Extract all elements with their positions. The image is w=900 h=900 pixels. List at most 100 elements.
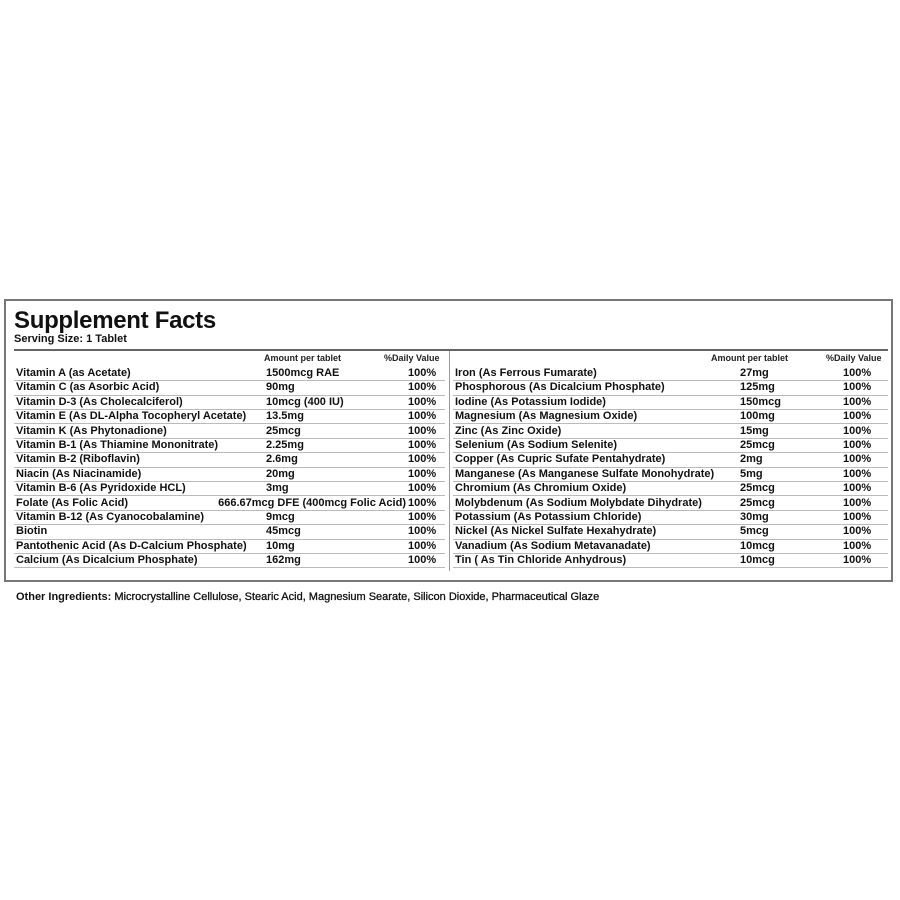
nutrient-name: Chromium (As Chromium Oxide) (455, 482, 627, 495)
nutrient-amount: 10mcg (400 IU) (266, 395, 344, 408)
daily-value: 100% (843, 525, 872, 538)
nutrient-name: Vitamin B-2 (Riboflavin) (16, 453, 140, 466)
daily-value: 100% (843, 511, 872, 523)
table-row: Nickel (As Nickel Sulfate Hexahydrate) 5m… (453, 524, 888, 540)
table-row: Pantothenic Acid (As D-Calcium Phosphate… (14, 539, 445, 555)
table-row: Biotin 45mcg 100% (14, 524, 445, 540)
table-row: Copper (As Cupric Sufate Pentahydrate) 2m… (453, 452, 888, 468)
other-ingredients-label: Other Ingredients: (16, 591, 112, 603)
nutrient-name: Magnesium (As Magnesium Oxide) (455, 410, 638, 423)
table-row: Vitamin D-3 (As Cholecalciferol) 10mcg (4… (14, 395, 445, 411)
table-row: Niacin (As Niacinamide) 20mg 100% (14, 467, 445, 483)
nutrient-name: Vitamin A (as Acetate) (16, 367, 131, 379)
daily-value: 100% (843, 482, 872, 495)
table-row: Selenium (As Sodium Selenite) 25mcg 100% (453, 438, 888, 454)
nutrient-amount: 3mg (266, 482, 289, 495)
nutrient-amount: 666.67mcg DFE (400mcg Folic Acid) (218, 496, 406, 509)
daily-value: 100% (843, 367, 872, 379)
nutrient-name: Pantothenic Acid (As D-Calcium Phosphate… (16, 539, 247, 552)
daily-value: 100% (408, 496, 437, 509)
daily-value: 100% (408, 424, 437, 437)
nutrient-name: Molybdenum (As Sodium Molybdate Dihydrat… (455, 496, 702, 509)
table-row: Iron (As Ferrous Fumarate) 27mg 100% (453, 366, 888, 382)
nutrient-amount: 25mcg (740, 496, 775, 509)
nutrient-name: Vitamin B-6 (As Pyridoxide HCL) (16, 482, 186, 495)
nutrient-amount: 1500mcg RAE (266, 367, 340, 379)
nutrient-name: Phosphorous (As Dicalcium Phosphate) (455, 381, 665, 394)
daily-value: 100% (843, 395, 872, 408)
daily-value: 100% (408, 410, 437, 423)
daily-value: 100% (843, 554, 872, 567)
daily-value: 100% (408, 439, 437, 451)
nutrient-amount: 90mg (266, 381, 295, 394)
table-row: Vanadium (As Sodium Metavanadate) 10mcg 10… (453, 539, 888, 555)
amount-header: Amount per tablet (711, 353, 789, 363)
table-row: Tin ( As Tin Chloride Anhydrous) 10mcg 100… (453, 553, 888, 569)
table-row: Vitamin A (as Acetate) 1500mcg RAE 100% (14, 366, 445, 382)
daily-value: 100% (843, 467, 872, 480)
table-row: Zinc (As Zinc Oxide) 15mg 100% (453, 424, 888, 439)
nutrient-amount: 10mcg (740, 539, 775, 552)
nutrient-amount: 100mg (740, 410, 775, 423)
daily-value: 100% (843, 410, 872, 423)
daily-value: 100% (408, 395, 437, 408)
daily-value: 100% (843, 453, 872, 466)
amount-header: Amount per tablet (264, 353, 342, 363)
nutrient-name: Copper (As Cupric Sufate Pentahydrate) (455, 453, 666, 466)
nutrient-name: Vitamin E (As DL-Alpha Tocopheryl Acetat… (16, 410, 247, 423)
nutrient-amount: 162mg (266, 554, 301, 567)
table-row: Folate (As Folic Acid) 666.67mcg DFE (400… (14, 496, 445, 511)
daily-value: 100% (408, 539, 437, 552)
nutrient-name: Vanadium (As Sodium Metavanadate) (455, 539, 651, 552)
nutrient-amount: 10mcg (740, 554, 775, 567)
nutrient-amount: 27mg (740, 367, 769, 379)
nutrient-amount: 15mg (740, 424, 769, 437)
nutrient-name: Vitamin C (as Asorbic Acid) (16, 381, 160, 394)
nutrient-amount: 13.5mg (266, 410, 304, 423)
nutrient-name: Iodine (As Potassium Iodide) (455, 395, 606, 408)
serving-size: Serving Size: 1 Tablet (14, 333, 127, 345)
nutrient-amount: 25mcg (740, 439, 775, 451)
daily-value: 100% (843, 439, 872, 451)
nutrient-name: Iron (As Ferrous Fumarate) (455, 367, 597, 379)
nutrient-amount: 25mcg (740, 482, 775, 495)
table-row: Phosphorous (As Dicalcium Phosphate) 125m… (453, 380, 888, 396)
nutrient-name: Selenium (As Sodium Selenite) (455, 439, 617, 451)
daily-value: 100% (408, 511, 437, 523)
table-row: Iodine (As Potassium Iodide) 150mcg 100% (453, 395, 888, 411)
nutrient-name: Zinc (As Zinc Oxide) (455, 424, 562, 437)
nutrient-name: Biotin (16, 525, 48, 538)
daily-value-header: %Daily Value (384, 353, 440, 363)
table-row: Molybdenum (As Sodium Molybdate Dihydrat… (453, 496, 888, 511)
table-row: Vitamin B-1 (As Thiamine Mononitrate) 2.2… (14, 438, 445, 454)
nutrient-name: Vitamin K (As Phytonadione) (16, 424, 167, 437)
daily-value: 100% (408, 453, 437, 466)
table-row: Vitamin B-2 (Riboflavin) 2.6mg 100% (14, 452, 445, 468)
column-divider (449, 351, 450, 571)
nutrient-name: Folate (As Folic Acid) (16, 496, 129, 509)
nutrient-amount: 5mcg (740, 525, 769, 538)
panel-title: Supplement Facts (14, 307, 216, 334)
nutrient-amount: 9mcg (266, 511, 295, 523)
supplement-facts-panel (4, 299, 893, 582)
table-row: Vitamin E (As DL-Alpha Tocopheryl Acetat… (14, 409, 445, 425)
table-row: Vitamin K (As Phytonadione) 25mcg 100% (14, 424, 445, 439)
daily-value: 100% (843, 539, 872, 552)
nutrient-amount: 150mcg (740, 395, 781, 408)
nutrient-amount: 5mg (740, 467, 763, 480)
table-row: Vitamin B-12 (As Cyanocobalamine) 9mcg 100… (14, 510, 445, 526)
nutrient-name: Vitamin B-1 (As Thiamine Mononitrate) (16, 439, 219, 451)
table-row: Chromium (As Chromium Oxide) 25mcg 100% (453, 481, 888, 497)
other-ingredients: Other Ingredients: Microcrystalline Cell… (16, 591, 599, 603)
table-row: Vitamin B-6 (As Pyridoxide HCL) 3mg 100% (14, 481, 445, 497)
nutrient-name: Vitamin D-3 (As Cholecalciferol) (16, 395, 183, 408)
nutrient-amount: 2.25mg (266, 439, 304, 451)
other-ingredients-text: Microcrystalline Cellulose, Stearic Acid… (114, 591, 600, 603)
daily-value: 100% (843, 381, 872, 394)
table-row: Magnesium (As Magnesium Oxide) 100mg 100% (453, 409, 888, 425)
divider (14, 349, 888, 351)
daily-value: 100% (408, 554, 437, 567)
daily-value: 100% (843, 424, 872, 437)
daily-value: 100% (408, 482, 437, 495)
nutrient-name: Vitamin B-12 (As Cyanocobalamine) (16, 511, 205, 523)
